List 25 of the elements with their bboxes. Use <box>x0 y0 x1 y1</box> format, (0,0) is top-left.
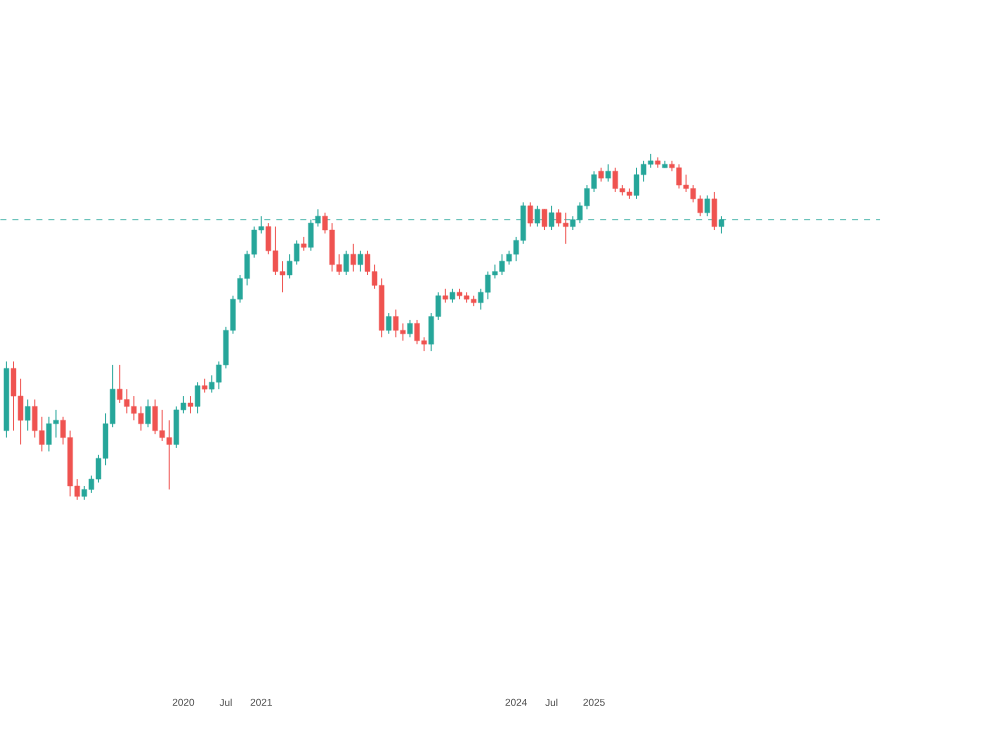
candlestick <box>194 381 201 415</box>
candlestick <box>46 416 52 453</box>
candlestick <box>393 309 399 338</box>
candlestick <box>400 323 406 342</box>
candlestick <box>173 406 180 449</box>
candlestick <box>711 191 718 231</box>
candlestick <box>386 312 392 335</box>
candlestick <box>485 271 491 300</box>
candlestick <box>527 202 533 228</box>
candlestick <box>499 253 505 276</box>
candlestick <box>676 163 682 190</box>
candlestick <box>633 167 640 200</box>
candlestick <box>343 250 349 276</box>
candlestick <box>24 399 31 432</box>
candlestick <box>414 319 420 345</box>
candlestick <box>152 399 158 435</box>
candlestick <box>145 399 151 428</box>
candlestick <box>124 388 130 415</box>
candlestick <box>563 212 569 245</box>
candlestick <box>357 250 364 273</box>
candlestick <box>378 278 385 338</box>
candlestick <box>350 243 357 273</box>
candlestick <box>541 208 548 231</box>
candlestick <box>612 167 618 193</box>
candlestick <box>534 205 541 228</box>
